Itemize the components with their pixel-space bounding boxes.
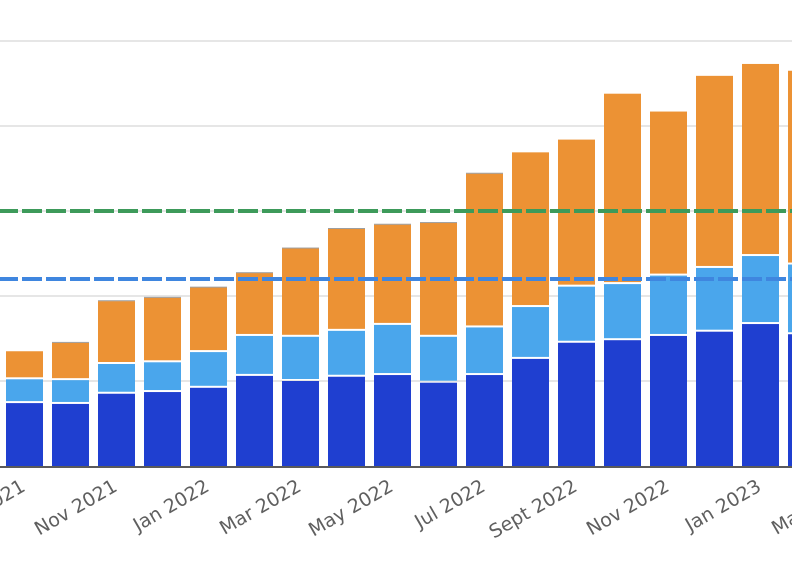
x-tick-label: Nov 2021 [31,475,121,540]
bar-segment [650,111,687,274]
bar-segment [742,63,779,255]
bar-segment [374,224,411,323]
bar-segment [328,228,365,229]
bar-segment [374,223,411,225]
bar-segment [144,296,181,298]
bar-segment [466,173,503,326]
bar-segment [52,380,89,402]
bar-segment [190,387,227,466]
x-tick-label: May 2022 [305,475,397,541]
bar-segment [374,324,411,374]
bar-segment [466,172,503,174]
bar-segment [328,376,365,466]
bar-segment [512,152,549,306]
bar-segment [742,256,779,323]
bar-segment [466,327,503,374]
bar-segment [144,392,181,466]
bar-segment [788,70,792,263]
x-tick-label: Jan 2023 [681,475,765,536]
bar-segment [144,362,181,391]
bar-segment [98,393,135,466]
x-tick-label: Jul 2022 [410,475,489,533]
x-tick-label: Jan 2022 [129,475,213,536]
bar-segment [696,331,733,466]
bar-segment [604,93,641,283]
x-tick-label: Mar 2022 [216,475,305,539]
bar-segment [98,300,135,302]
bar-segment [374,375,411,466]
bar-segment [696,75,733,266]
bar-segment [788,264,792,333]
bar-segment [650,275,687,334]
bar-segment [328,330,365,375]
bar-segment [512,307,549,357]
bar-segment [282,336,319,379]
bar-segment [282,248,319,335]
bar-segment [512,358,549,466]
bar-segment [190,286,227,288]
bar-segment [420,382,457,466]
bar-segment [558,342,595,466]
bar-segment [420,222,457,224]
bar-segment [190,352,227,386]
bar-segment [604,284,641,339]
bar-segment [236,272,273,274]
bar-segment [742,324,779,466]
bar-segment [604,340,641,466]
bar-segment [6,379,43,402]
bar-segment [52,341,89,343]
bar-segment [650,335,687,466]
x-tick-label: Sept 2022 [485,475,581,543]
bar-segment [6,351,43,378]
bar-segment [52,342,89,379]
bar-segment [144,297,181,361]
bar-segment [282,381,319,466]
bar-segment [98,301,135,362]
bar-segment [6,403,43,466]
bar-segment [236,335,273,374]
bar-segment [466,375,503,466]
bar-segment [282,247,319,249]
x-tick-label: Nov 2022 [583,475,673,540]
bar-segment [52,403,89,466]
bar-segment [190,287,227,351]
bar-segment [420,336,457,381]
bar-segment [558,286,595,341]
bar-segment [236,273,273,334]
x-tick-label: Mar 2023 [768,475,792,539]
bar-segment [236,375,273,466]
x-tick-label: Sep 2021 [0,475,29,539]
bar-segment [98,364,135,392]
bar-segment [788,334,792,466]
